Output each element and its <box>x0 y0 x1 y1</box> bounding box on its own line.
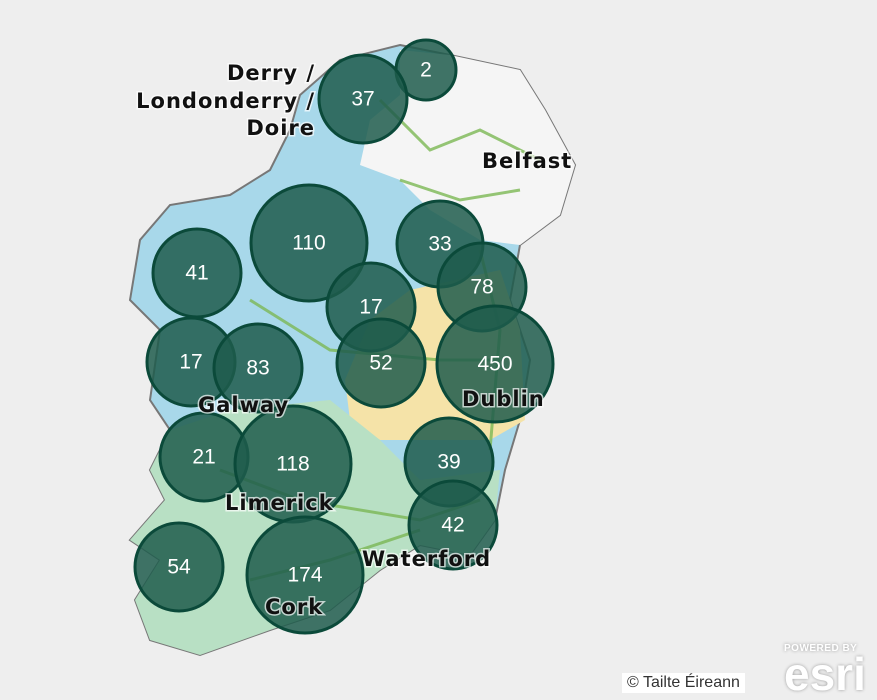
cluster-count: 21 <box>192 446 215 469</box>
place-label: Doire <box>246 116 315 140</box>
esri-wordmark: esri <box>784 648 866 700</box>
cluster-marker[interactable]: 52 <box>335 317 427 409</box>
cluster-circle[interactable] <box>435 304 555 424</box>
cluster-marker[interactable]: 450 <box>435 304 555 424</box>
powered-by-text: POWERED BY <box>784 643 858 654</box>
place-label: Belfast <box>482 149 572 173</box>
cluster-count: 110 <box>292 232 325 255</box>
cluster-count: 52 <box>369 352 392 375</box>
cluster-circle[interactable] <box>249 183 369 303</box>
cluster-marker[interactable]: 54 <box>133 521 225 613</box>
esri-logo[interactable]: POWERED BY esri <box>784 643 874 697</box>
cluster-marker[interactable]: 42 <box>407 479 499 571</box>
cluster-count: 33 <box>428 233 451 256</box>
cluster-marker[interactable]: 17 <box>145 316 237 408</box>
place-label: Dublin <box>462 387 545 411</box>
cluster-circle[interactable] <box>407 479 499 571</box>
cluster-count: 118 <box>276 453 309 476</box>
place-label: Derry / <box>227 61 315 85</box>
cluster-marker[interactable]: 174 <box>245 515 365 635</box>
cluster-count: 41 <box>185 262 208 285</box>
cluster-count: 450 <box>477 353 512 376</box>
cluster-circle[interactable] <box>212 322 304 414</box>
cluster-count: 78 <box>470 276 493 299</box>
cluster-circle[interactable] <box>317 53 409 145</box>
cluster-marker[interactable]: 110 <box>249 183 369 303</box>
cluster-circle[interactable] <box>335 317 427 409</box>
place-label: Galway <box>198 393 289 417</box>
cluster-count: 17 <box>359 296 382 319</box>
place-label: Waterford <box>362 547 491 571</box>
cluster-count: 39 <box>437 451 460 474</box>
cluster-count: 2 <box>420 59 432 82</box>
cluster-count: 17 <box>179 351 202 374</box>
cluster-marker[interactable]: 83 <box>212 322 304 414</box>
cluster-count: 83 <box>246 357 269 380</box>
place-label: Limerick <box>225 491 334 515</box>
attribution: © Tailte Éireann <box>622 673 745 693</box>
cluster-layer: 2 37 110 33 78 41 17 17 83 52 450 21 118 39 42 54 174 <box>133 38 555 635</box>
cluster-count: 37 <box>351 88 374 111</box>
cluster-circle[interactable] <box>245 515 365 635</box>
cluster-count: 54 <box>167 556 191 579</box>
cluster-count: 42 <box>441 514 464 537</box>
place-labels: Derry / Londonderry / Doire Belfast Galw… <box>135 60 573 621</box>
cluster-marker[interactable]: 41 <box>151 227 243 319</box>
cluster-circle[interactable] <box>133 521 225 613</box>
cluster-count: 174 <box>287 564 322 587</box>
place-label: Cork <box>265 595 323 619</box>
place-label: Londonderry / <box>136 89 315 113</box>
cluster-marker[interactable]: 37 <box>317 53 409 145</box>
